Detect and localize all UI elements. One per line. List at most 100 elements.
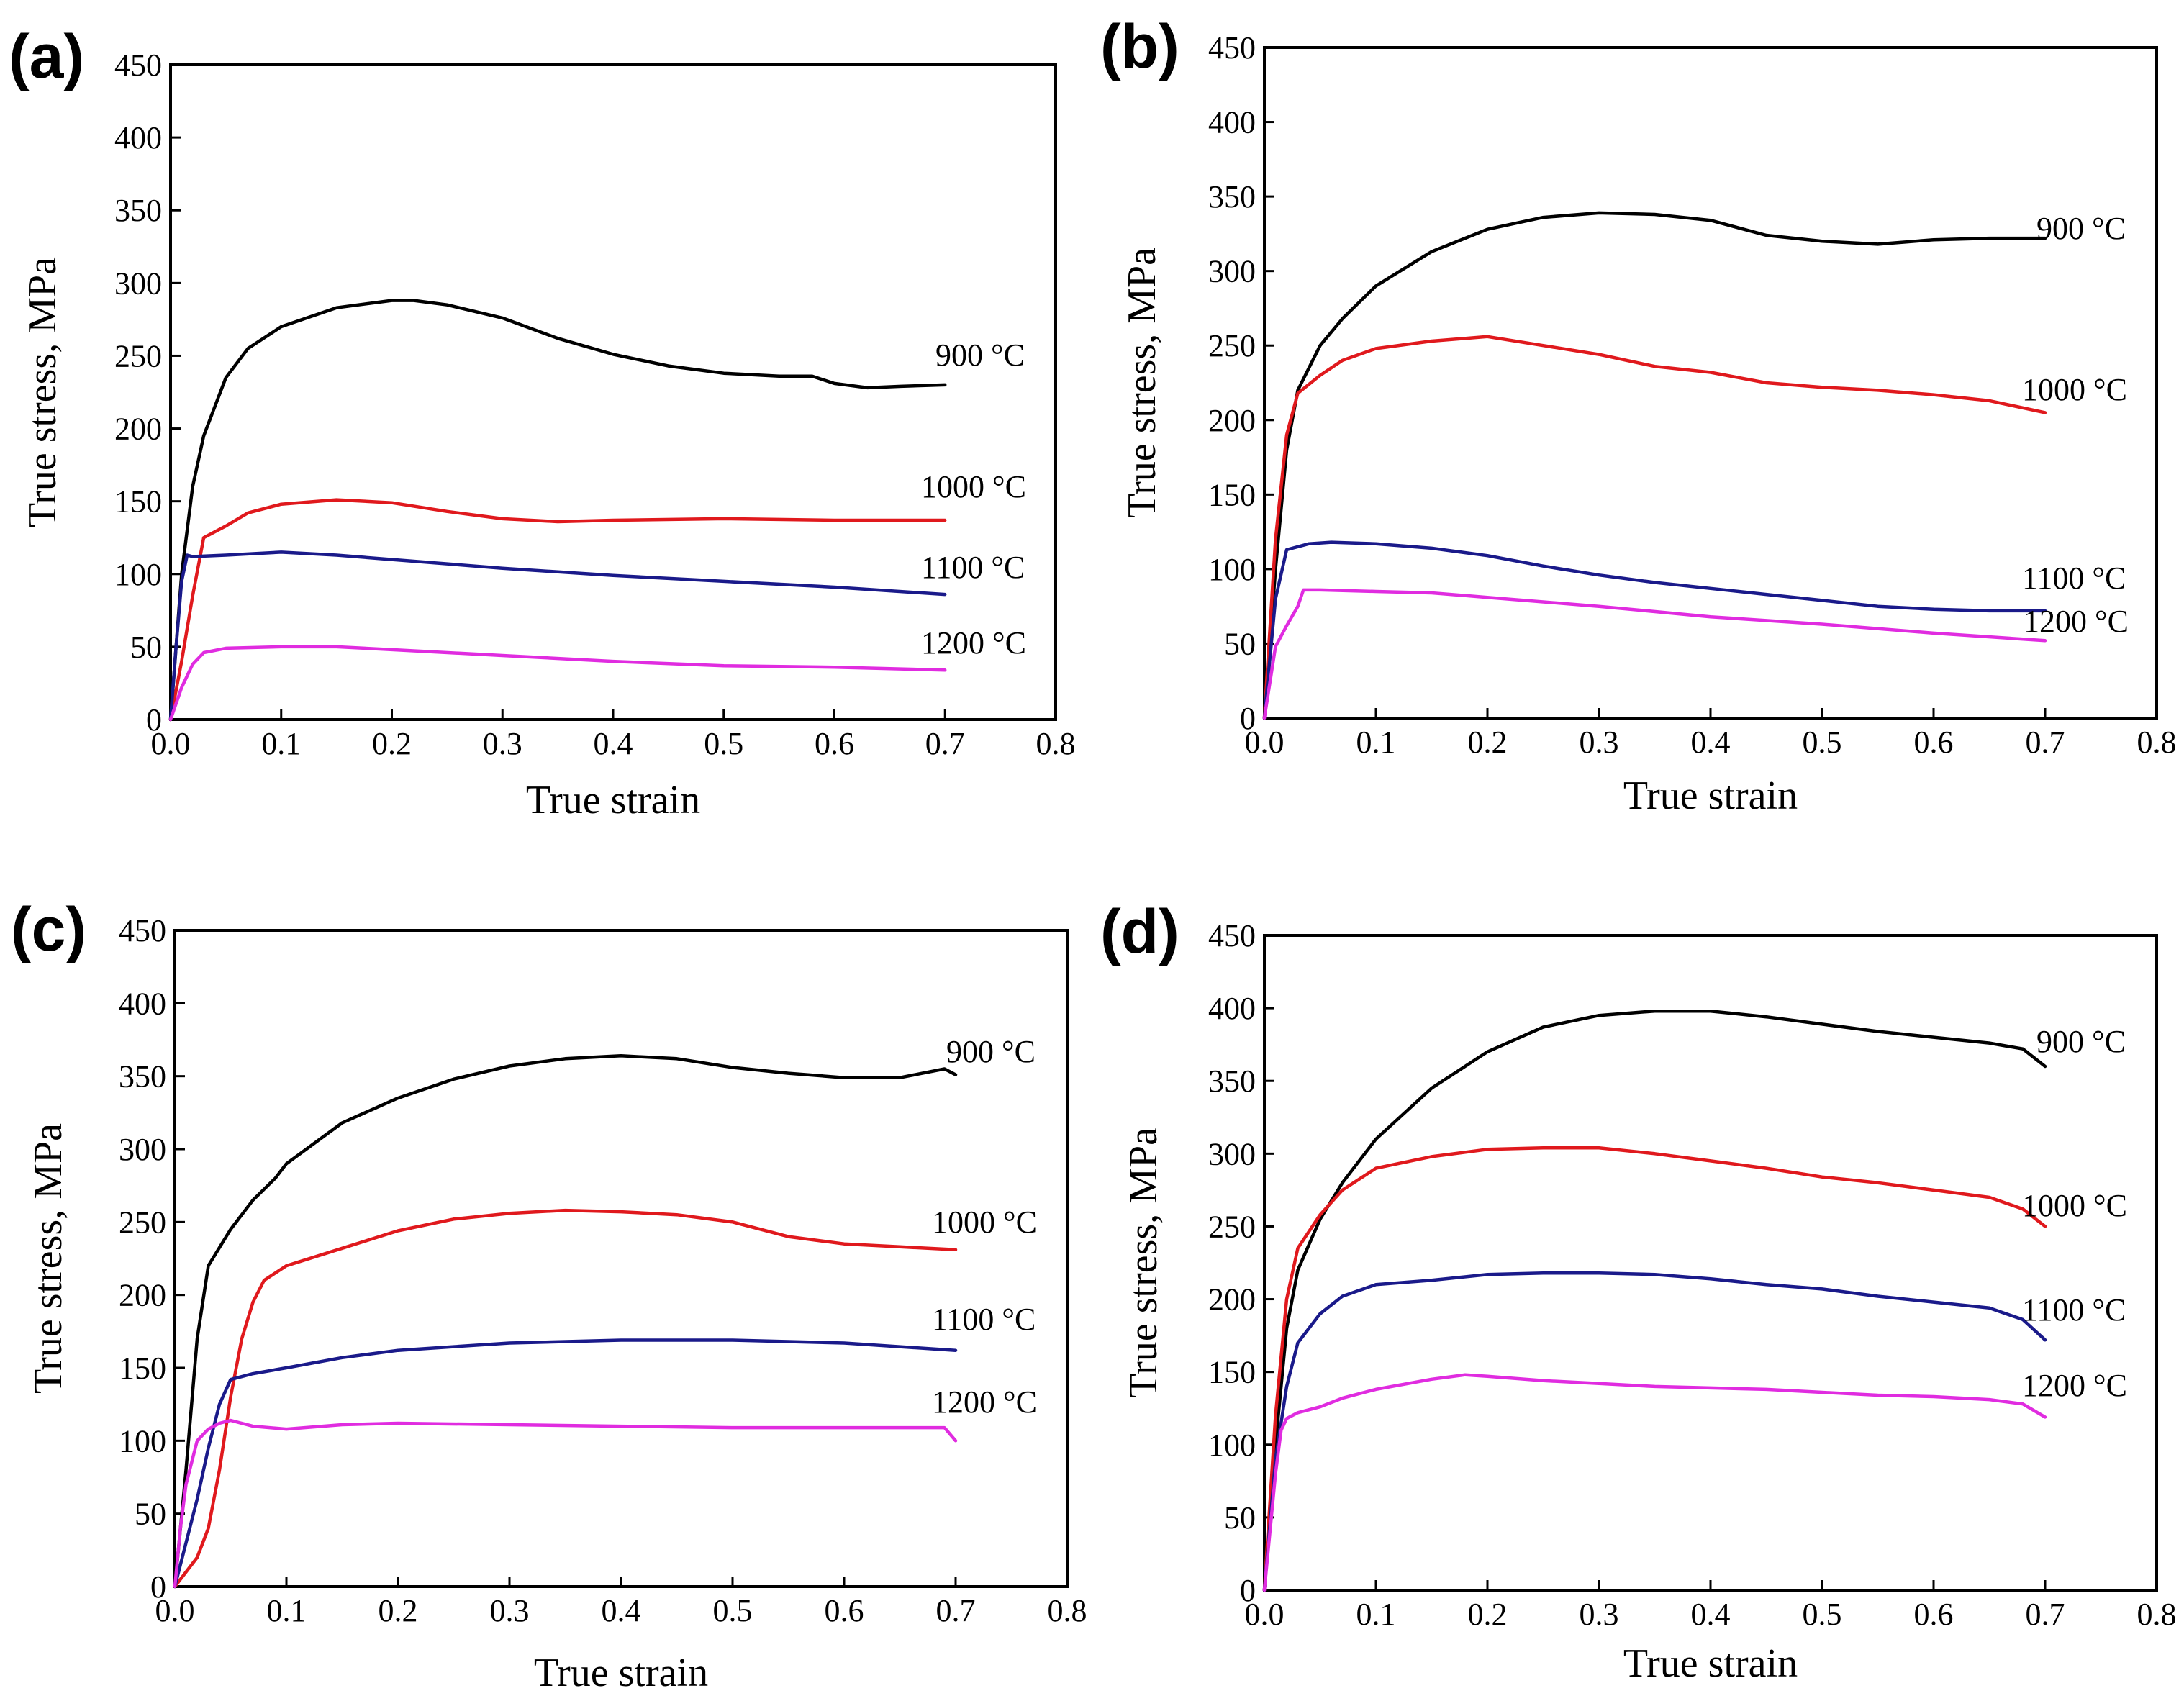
panel-a-x-tick-label: 0.1 <box>261 726 301 761</box>
panel-b-x-tick-label: 0.8 <box>2137 725 2177 760</box>
panel-d-label-1200: 1200 °C <box>2022 1368 2127 1403</box>
panel-d-x-tick-label: 0.6 <box>1914 1597 1954 1632</box>
panel-a-curve-1000 <box>168 498 947 722</box>
panel-d-curve-1200 <box>1262 1373 2047 1592</box>
panel-c-x-tick-label: 0.1 <box>267 1593 307 1628</box>
panel-b-x-tick-label: 0.6 <box>1914 725 1954 760</box>
panel-d-y-tick-label: 300 <box>1208 1136 1256 1171</box>
panel-d-y-tick-label: 100 <box>1208 1428 1256 1463</box>
panel-a-y-tick-label: 200 <box>114 412 162 447</box>
panel-b-y-tick-label: 0 <box>1240 701 1256 736</box>
panel-b-y-tick-label: 350 <box>1208 179 1256 214</box>
panel-a-x-tick-label: 0.4 <box>594 726 633 761</box>
panel-c-label-900: 900 °C <box>946 1034 1036 1069</box>
panel-c-y-tick-label: 50 <box>135 1497 166 1532</box>
panel-c-y-tick-label: 150 <box>119 1351 166 1386</box>
panel-a: 0.0 0.1 0.2 0.3 0.4 0.5 0.6 0.7 0.8 0 50 100 150 200 2… <box>9 22 1076 822</box>
panel-b-y-tick-label: 200 <box>1208 403 1256 438</box>
panel-d-y-tick-label: 400 <box>1208 991 1256 1026</box>
panel-c-x-tick-label: 0.0 <box>155 1593 195 1628</box>
panel-b-x-tick-label: 0.5 <box>1803 725 1842 760</box>
panel-b-x-tick-label: 0.0 <box>1245 725 1284 760</box>
panel-c-label-1200: 1200 °C <box>932 1384 1037 1420</box>
panel-b-y-tick-label: 50 <box>1224 626 1256 661</box>
panel-d-y-tick-label: 350 <box>1208 1063 1256 1099</box>
panel-b-curve-1200 <box>1262 588 2047 720</box>
panel-a-x-tick-label: 0.0 <box>151 726 191 761</box>
panel-c-curve-1100 <box>173 1338 958 1589</box>
panel-c-y-tick-label: 100 <box>119 1423 166 1459</box>
panel-d-label-1000: 1000 °C <box>2022 1188 2127 1223</box>
panel-d-ticks <box>1263 934 2158 1592</box>
panel-a-y-tick-label: 400 <box>114 120 162 155</box>
panel-c-x-tick-label: 0.4 <box>602 1593 641 1628</box>
panel-b-y-tick-label: 150 <box>1208 477 1256 512</box>
panel-c-x-tick-label: 0.7 <box>936 1593 976 1628</box>
panel-d-y-axis-title: True stress, MPa <box>1121 1128 1166 1398</box>
panel-b-tick-labels: 0.0 0.1 0.2 0.3 0.4 0.5 0.6 0.7 0.8 0 50 100 150 200 2… <box>1208 30 2177 760</box>
panel-c-curve-900 <box>173 1054 958 1589</box>
panel-c-y-axis-title: True stress, MPa <box>26 1123 71 1394</box>
panel-c-y-tick-label: 200 <box>119 1278 166 1313</box>
panel-b-y-tick-label: 300 <box>1208 254 1256 289</box>
panel-a-label-900: 900 °C <box>935 337 1025 373</box>
panel-b-curve-900 <box>1262 211 2047 720</box>
panel-a-x-tick-label: 0.6 <box>815 726 854 761</box>
panel-b-x-tick-label: 0.2 <box>1468 725 1508 760</box>
panel-d-y-tick-label: 250 <box>1208 1209 1256 1244</box>
panel-a-y-tick-label: 300 <box>114 266 162 301</box>
panel-a-y-tick-label: 350 <box>114 193 162 228</box>
panel-a-letter: (a) <box>9 22 84 91</box>
panel-b-x-tick-label: 0.4 <box>1691 725 1731 760</box>
panel-c-curve-1000 <box>173 1208 958 1589</box>
panel-a-curve-1200 <box>168 645 947 722</box>
panel-b: 0.0 0.1 0.2 0.3 0.4 0.5 0.6 0.7 0.8 0 50 100 150 200 2… <box>1100 12 2177 818</box>
panel-d-label-1100: 1100 °C <box>2022 1292 2126 1328</box>
panel-b-y-tick-label: 450 <box>1208 30 1256 65</box>
panel-c-y-tick-label: 300 <box>119 1132 166 1167</box>
panel-c-curves <box>173 1054 958 1589</box>
panel-c-y-tick-label: 250 <box>119 1205 166 1240</box>
panel-d-curves <box>1262 1009 2047 1592</box>
panel-d-y-tick-label: 150 <box>1208 1355 1256 1390</box>
panel-c-x-tick-label: 0.2 <box>379 1593 418 1628</box>
panel-d-plot-frame <box>1263 934 2158 1592</box>
panel-a-label-1200: 1200 °C <box>921 625 1026 661</box>
panel-d-letter: (d) <box>1100 897 1179 966</box>
panel-b-x-tick-label: 0.1 <box>1356 725 1396 760</box>
panel-a-label-1100: 1100 °C <box>921 550 1025 585</box>
panel-b-curves <box>1262 211 2047 720</box>
panel-b-curve-1100 <box>1262 540 2047 720</box>
panel-c-letter: (c) <box>11 895 86 964</box>
panel-d-y-tick-label: 0 <box>1240 1573 1256 1608</box>
panel-c-x-axis-title: True strain <box>534 1651 708 1695</box>
panel-a-x-tick-label: 0.5 <box>704 726 743 761</box>
panel-a-y-tick-label: 250 <box>114 338 162 373</box>
panel-b-label-1100: 1100 °C <box>2022 561 2126 596</box>
panel-c-x-tick-label: 0.8 <box>1048 1593 1087 1628</box>
panel-c-y-tick-label: 450 <box>119 913 166 948</box>
panel-c-x-tick-label: 0.5 <box>713 1593 753 1628</box>
panel-a-curves <box>168 299 947 722</box>
panel-a-curve-1100 <box>168 550 947 722</box>
panel-c-curve-1200 <box>173 1418 958 1589</box>
panel-d: 0.0 0.1 0.2 0.3 0.4 0.5 0.6 0.7 0.8 0 50 100 150 200 2… <box>1100 897 2177 1686</box>
panel-a-y-axis-title: True stress, MPa <box>20 257 65 527</box>
panel-d-tick-labels: 0.0 0.1 0.2 0.3 0.4 0.5 0.6 0.7 0.8 0 50 100 150 200 2… <box>1208 918 2177 1632</box>
panel-c-label-1100: 1100 °C <box>932 1302 1036 1337</box>
panel-a-x-tick-label: 0.3 <box>483 726 522 761</box>
panel-b-y-tick-label: 100 <box>1208 552 1256 587</box>
panel-d-curve-1000 <box>1262 1146 2047 1592</box>
panel-a-y-tick-label: 0 <box>146 702 162 738</box>
panel-a-y-tick-label: 100 <box>114 557 162 592</box>
panel-d-x-tick-label: 0.7 <box>2026 1597 2065 1632</box>
panel-d-label-900: 900 °C <box>2036 1024 2126 1059</box>
panel-b-x-axis-title: True strain <box>1623 774 1798 818</box>
panel-d-x-tick-label: 0.3 <box>1580 1597 1619 1632</box>
panel-a-ticks <box>169 63 1057 721</box>
panel-a-x-tick-label: 0.7 <box>925 726 965 761</box>
panel-b-label-1000: 1000 °C <box>2022 372 2127 407</box>
panel-d-curve-1100 <box>1262 1271 2047 1592</box>
panel-c-tick-labels: 0.0 0.1 0.2 0.3 0.4 0.5 0.6 0.7 0.8 0 50 100 150 200 2… <box>119 913 1087 1628</box>
